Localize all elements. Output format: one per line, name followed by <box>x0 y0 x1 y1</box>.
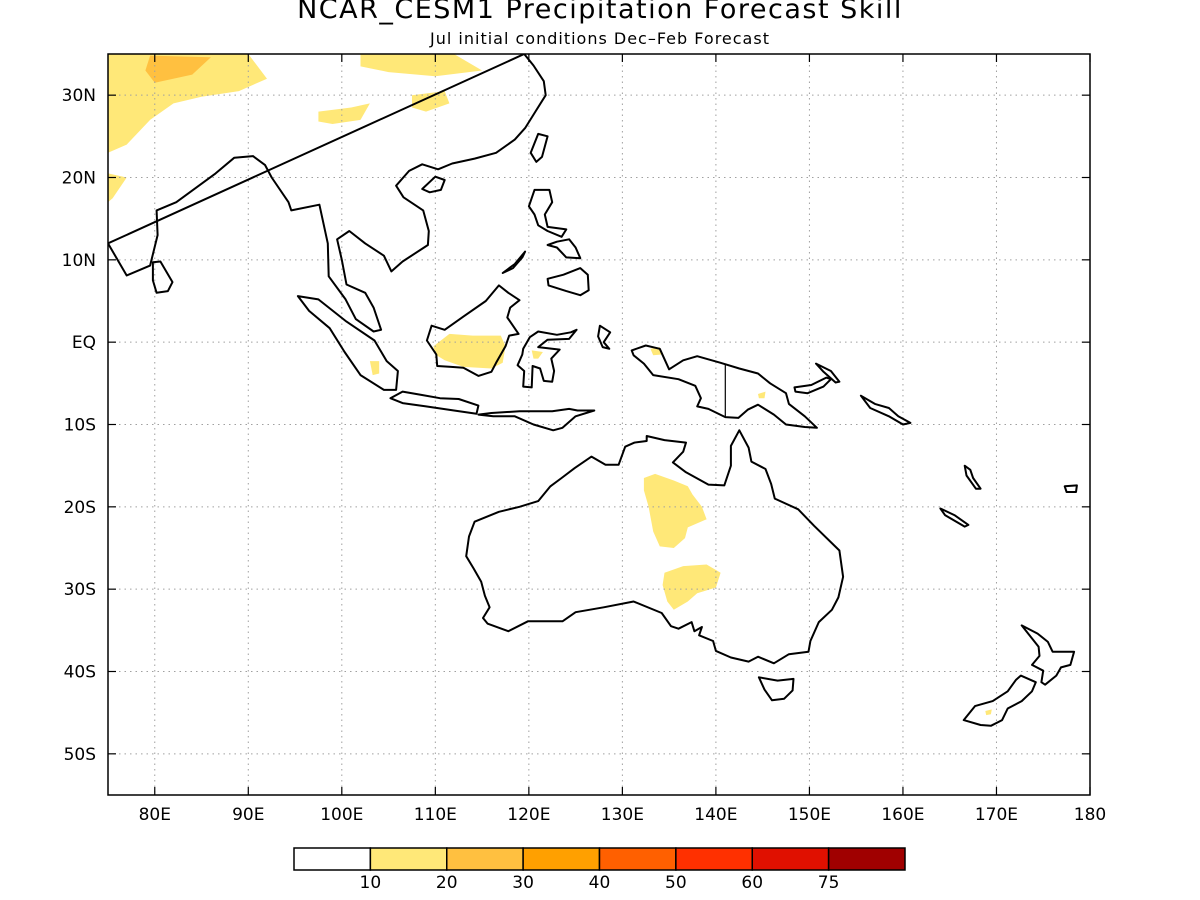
chart-subtitle: Jul initial conditions Dec–Feb Forecast <box>430 29 770 48</box>
colorbar-swatch <box>751 847 830 871</box>
coastline-solomons <box>859 394 912 426</box>
colorbar-swatch <box>675 847 753 871</box>
gridlines <box>108 54 1090 795</box>
y-tick-label: 50S <box>64 745 96 765</box>
colorbar-swatch <box>827 847 906 871</box>
skill-region-australia-north <box>643 473 707 548</box>
x-axis: 80E 90E 100E 110E 120E 130E 140E 150E 160E 170E 18… <box>139 54 1106 825</box>
coastline-sulawesi <box>516 328 578 389</box>
colorbar-label: 50 <box>665 873 687 893</box>
coastline-halmahera <box>597 324 612 350</box>
y-tick-label: 20N <box>62 169 96 189</box>
coastline-java <box>389 390 480 415</box>
x-tick-label: 150E <box>788 805 831 825</box>
coastline-palawan <box>501 250 527 274</box>
x-tick-label: 140E <box>694 805 737 825</box>
skill-region-tibet-core <box>145 55 211 83</box>
x-tick-label: 120E <box>507 805 550 825</box>
skill-regions <box>108 54 992 716</box>
coastline-nz-south <box>962 674 1037 727</box>
colorbar-swatch <box>446 847 524 871</box>
y-tick-label: 10N <box>62 251 96 271</box>
skill-region-india-west <box>108 173 127 203</box>
x-tick-label: 110E <box>414 805 457 825</box>
y-tick-label: 30S <box>64 580 96 600</box>
y-tick-label: 40S <box>64 663 96 683</box>
coastline-sumatra <box>296 295 399 391</box>
y-tick-label: 30N <box>62 86 96 106</box>
coastline-lesser-sunda <box>477 407 596 432</box>
coastline-new-ireland <box>815 362 841 384</box>
skill-region-borneo <box>433 333 506 369</box>
x-tick-label: 80E <box>139 805 171 825</box>
y-tick-label: 20S <box>64 498 96 518</box>
coastline-hainan <box>421 175 446 194</box>
skill-region-png-east <box>758 391 766 399</box>
colorbar-label: 20 <box>436 873 458 893</box>
coastline-new-guinea <box>630 344 818 429</box>
skill-region-china-south <box>318 103 370 124</box>
chart-title: NCAR_CESM1 Precipitation Forecast Skill <box>297 0 903 25</box>
coastline-borneo <box>425 284 521 377</box>
coastline-vanuatu <box>963 464 982 490</box>
colorbar-label: 60 <box>741 873 763 893</box>
coastline-philippines-mindanao <box>546 267 590 297</box>
y-tick-label: EQ <box>72 333 96 353</box>
x-tick-label: 180 <box>1074 805 1106 825</box>
coastline-asia <box>108 54 547 333</box>
x-tick-label: 100E <box>320 805 363 825</box>
y-tick-label: 10S <box>64 416 96 436</box>
x-tick-label: 160E <box>881 805 924 825</box>
skill-region-new-zealand <box>985 709 992 716</box>
skill-region-australia-south <box>662 564 721 610</box>
colorbar-label: 75 <box>818 873 840 893</box>
skill-region-china-center <box>412 91 450 112</box>
coastline-philippines-visayas <box>546 238 582 260</box>
x-tick-label: 130E <box>601 805 644 825</box>
colorbar-label: 30 <box>512 873 534 893</box>
coastlines <box>108 54 1078 727</box>
skill-region-china-north <box>360 54 483 77</box>
coastline-sri-lanka <box>151 260 174 294</box>
coastline-taiwan <box>529 132 549 163</box>
colorbar-label: 40 <box>589 873 611 893</box>
x-tick-label: 90E <box>232 805 264 825</box>
colorbar-swatch <box>293 847 372 871</box>
coastline-nz-north <box>1020 624 1076 686</box>
y-axis: 30N 20N 10N EQ 10S 20S 30S 40S 50S <box>62 86 1090 765</box>
colorbar-swatch <box>598 847 677 871</box>
skill-region-sulawesi <box>531 350 543 359</box>
colorbar-swatch <box>522 847 601 871</box>
colorbar-label: 10 <box>360 873 382 893</box>
coastline-new-britain <box>793 376 832 395</box>
skill-region-sumatra <box>369 361 380 376</box>
coastline-philippines-luzon <box>527 188 568 238</box>
skill-region-tibet <box>108 54 267 153</box>
colorbar-swatch <box>369 847 448 871</box>
coastline-fiji <box>1063 484 1078 493</box>
coastline-tasmania <box>757 676 795 702</box>
x-tick-label: 170E <box>975 805 1018 825</box>
colorbar: 10 20 30 40 50 60 75 <box>293 847 906 893</box>
coastline-australia <box>465 429 845 665</box>
coastline-new-caledonia <box>939 507 970 528</box>
